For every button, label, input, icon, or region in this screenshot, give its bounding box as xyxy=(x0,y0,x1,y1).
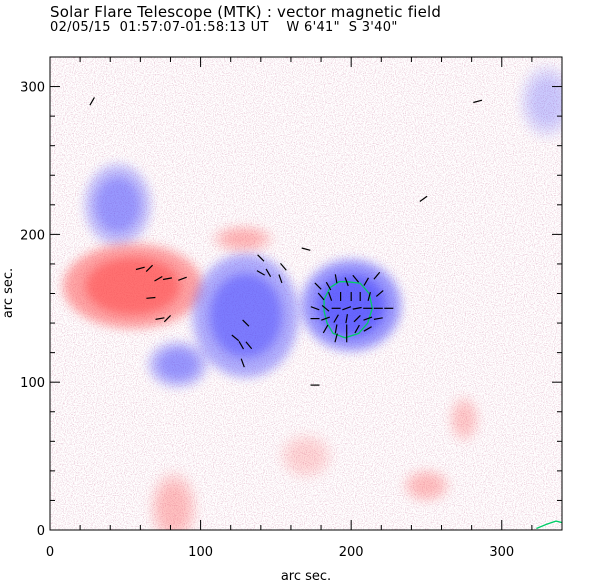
chart-title: Solar Flare Telescope (MTK) : vector mag… xyxy=(50,3,442,21)
field-vector xyxy=(238,341,245,350)
y-tick-label: 100 xyxy=(20,376,45,391)
positive-polarity-region xyxy=(449,396,480,442)
field-vector xyxy=(325,281,332,291)
negative-polarity-region xyxy=(192,253,299,378)
field-vector xyxy=(240,358,245,368)
field-vector xyxy=(145,264,154,273)
x-tick-label: 0 xyxy=(46,545,54,560)
field-vector xyxy=(345,314,348,324)
field-vector xyxy=(280,263,287,271)
field-vector xyxy=(314,282,322,290)
field-vector xyxy=(245,341,253,350)
field-vector xyxy=(344,277,349,287)
plot-area xyxy=(50,57,562,530)
contour-line xyxy=(536,520,562,530)
field-vector xyxy=(419,195,428,202)
field-vector xyxy=(334,274,338,284)
y-tick-label: 200 xyxy=(20,228,45,243)
field-vector xyxy=(352,306,362,310)
positive-polarity-region xyxy=(212,225,273,252)
field-vector xyxy=(352,274,360,283)
negative-polarity-region xyxy=(148,341,208,388)
field-vector xyxy=(257,254,265,262)
field-vector xyxy=(353,314,361,323)
field-vector xyxy=(301,247,311,251)
field-vector xyxy=(367,291,371,301)
field-vector xyxy=(334,333,338,343)
field-vector xyxy=(256,270,265,276)
field-vector xyxy=(178,276,187,281)
polarity-regions xyxy=(63,65,562,530)
field-vector xyxy=(328,292,333,301)
field-vector xyxy=(146,296,156,299)
positive-polarity-region xyxy=(150,472,197,530)
field-vector xyxy=(363,277,370,286)
x-axis-title: arc sec. xyxy=(281,569,331,584)
field-vector xyxy=(373,317,383,320)
field-vector xyxy=(321,304,330,312)
field-vector xyxy=(363,316,373,321)
x-tick-label: 100 xyxy=(188,545,213,560)
field-vector xyxy=(278,274,283,284)
positive-polarity-region xyxy=(63,243,203,329)
field-vector xyxy=(89,97,95,106)
field-vector xyxy=(363,326,372,332)
field-vector xyxy=(242,319,250,327)
field-vector xyxy=(333,314,339,323)
field-vector xyxy=(322,324,329,334)
field-vector xyxy=(334,324,338,334)
field-vector xyxy=(155,317,165,320)
field-vector xyxy=(354,324,360,334)
x-tick-label: 300 xyxy=(489,545,514,560)
field-vector xyxy=(265,268,272,277)
negative-polarity-region xyxy=(520,65,562,138)
y-tick-label: 0 xyxy=(37,524,45,539)
field-vector xyxy=(231,334,240,342)
field-vector xyxy=(375,290,384,297)
y-tick-label: 300 xyxy=(20,81,45,96)
transverse-field-vectors xyxy=(89,97,483,386)
field-vector xyxy=(135,266,145,271)
negative-polarity-region xyxy=(301,259,401,351)
x-tick-label: 200 xyxy=(339,545,364,560)
field-vector xyxy=(473,99,483,104)
field-vector xyxy=(317,292,325,301)
field-vector xyxy=(321,316,331,321)
field-vector xyxy=(154,275,163,282)
field-vector xyxy=(162,277,173,281)
axis-tick-labels: 0 100 200 300 0 100 200 300 xyxy=(20,81,514,560)
field-vector xyxy=(342,306,352,311)
field-vector xyxy=(310,306,320,311)
negative-polarity-region xyxy=(84,164,151,246)
y-axis-title: arc sec. xyxy=(1,268,16,318)
field-vector xyxy=(163,314,172,323)
field-vector xyxy=(373,271,381,280)
positive-polarity-region xyxy=(403,469,450,502)
axis-ticks xyxy=(49,56,563,531)
positive-polarity-region xyxy=(279,433,333,479)
chart-subtitle: 02/05/15 01:57:07-01:58:13 UT W 6'41" S … xyxy=(50,20,398,35)
